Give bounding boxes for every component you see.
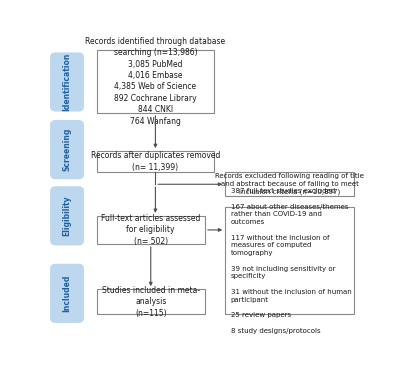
Text: 387 full-text studies excluded

167 about other diseases/themes
rather than COVI: 387 full-text studies excluded 167 about… bbox=[231, 188, 352, 334]
FancyBboxPatch shape bbox=[96, 49, 214, 113]
FancyBboxPatch shape bbox=[96, 216, 205, 244]
Text: Studies included in meta-
analysis
(n=115): Studies included in meta- analysis (n=11… bbox=[102, 286, 200, 318]
Text: Screening: Screening bbox=[62, 128, 72, 171]
Text: Included: Included bbox=[62, 274, 72, 312]
Text: Eligibility: Eligibility bbox=[62, 195, 72, 236]
Text: Full-text articles assessed
for eligibility
(n= 502): Full-text articles assessed for eligibil… bbox=[101, 214, 200, 246]
FancyBboxPatch shape bbox=[96, 151, 214, 172]
FancyBboxPatch shape bbox=[51, 187, 83, 245]
Text: Records excluded following reading of title
and abstract because of failing to m: Records excluded following reading of ti… bbox=[215, 173, 364, 195]
FancyBboxPatch shape bbox=[225, 172, 354, 196]
FancyBboxPatch shape bbox=[51, 265, 83, 322]
FancyBboxPatch shape bbox=[96, 289, 205, 314]
FancyBboxPatch shape bbox=[51, 121, 83, 179]
Text: Identification: Identification bbox=[62, 53, 72, 111]
FancyBboxPatch shape bbox=[51, 53, 83, 111]
Text: Records identified through database
searching (n=13,986)
3,085 PubMed
4,016 Emba: Records identified through database sear… bbox=[85, 37, 226, 126]
Text: Records after duplicates removed
(n= 11,399): Records after duplicates removed (n= 11,… bbox=[91, 152, 220, 172]
FancyBboxPatch shape bbox=[225, 208, 354, 314]
